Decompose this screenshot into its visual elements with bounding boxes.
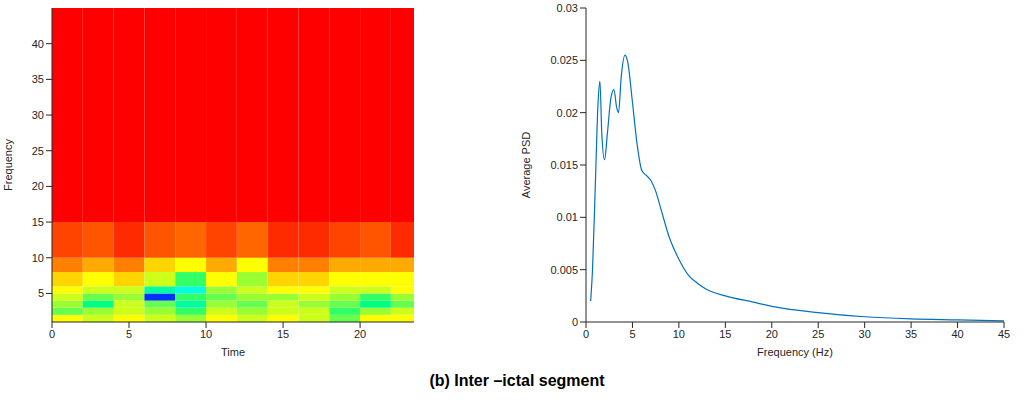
svg-text:0.01: 0.01 xyxy=(557,211,578,223)
svg-text:25: 25 xyxy=(812,328,824,340)
svg-text:20: 20 xyxy=(354,328,366,340)
svg-text:15: 15 xyxy=(32,216,44,228)
svg-text:0.02: 0.02 xyxy=(557,107,578,119)
svg-text:5: 5 xyxy=(38,287,44,299)
svg-text:40: 40 xyxy=(32,38,44,50)
svg-text:5: 5 xyxy=(629,328,635,340)
svg-text:0.025: 0.025 xyxy=(550,54,578,66)
svg-text:30: 30 xyxy=(859,328,871,340)
svg-text:Frequency: Frequency xyxy=(2,139,14,191)
html-text:(b) Inter –ictal segment: (b) Inter –ictal segment xyxy=(429,372,605,389)
svg-text:0: 0 xyxy=(572,316,578,328)
svg-text:5: 5 xyxy=(126,328,132,340)
svg-text:0.03: 0.03 xyxy=(557,2,578,14)
svg-text:Average PSD: Average PSD xyxy=(520,132,532,199)
svg-text:25: 25 xyxy=(32,145,44,157)
svg-text:10: 10 xyxy=(200,328,212,340)
svg-text:40: 40 xyxy=(951,328,963,340)
svg-text:10: 10 xyxy=(673,328,685,340)
svg-text:10: 10 xyxy=(32,252,44,264)
svg-text:15: 15 xyxy=(277,328,289,340)
svg-text:45: 45 xyxy=(998,328,1010,340)
svg-text:0.005: 0.005 xyxy=(550,264,578,276)
svg-text:15: 15 xyxy=(719,328,731,340)
svg-text:Frequency (Hz): Frequency (Hz) xyxy=(757,346,833,358)
svg-text:0: 0 xyxy=(49,328,55,340)
svg-text:20: 20 xyxy=(766,328,778,340)
svg-text:30: 30 xyxy=(32,109,44,121)
svg-text:0: 0 xyxy=(583,328,589,340)
svg-text:35: 35 xyxy=(905,328,917,340)
svg-text:35: 35 xyxy=(32,73,44,85)
svg-text:Time: Time xyxy=(221,346,245,358)
svg-text:0.015: 0.015 xyxy=(550,159,578,171)
svg-text:20: 20 xyxy=(32,180,44,192)
